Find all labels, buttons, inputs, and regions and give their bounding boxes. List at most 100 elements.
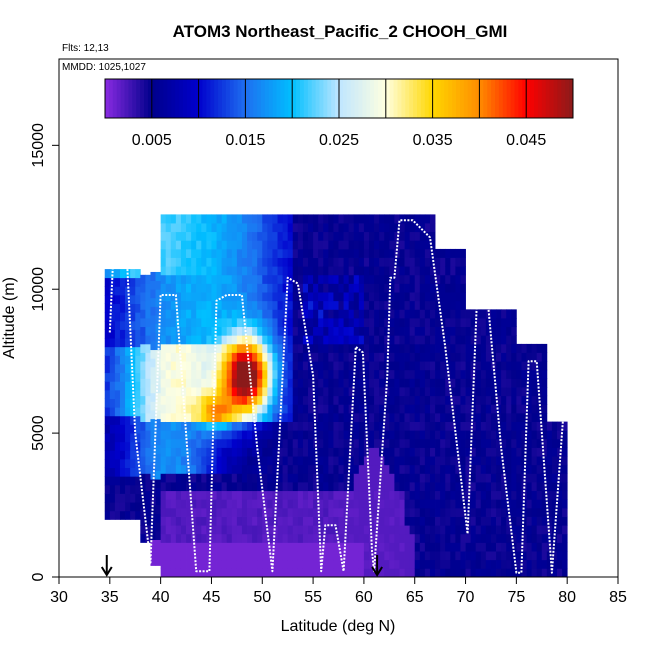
- heatmap-cell: [114, 398, 121, 408]
- heatmap-cell: [379, 283, 385, 293]
- heatmap-cell: [358, 456, 365, 466]
- heatmap-cell: [424, 283, 431, 293]
- heatmap-cell: [384, 568, 390, 577]
- heatmap-cell: [252, 283, 258, 293]
- heatmap-cell: [450, 335, 456, 345]
- heatmap-cell: [333, 490, 339, 500]
- heatmap-cell: [231, 430, 238, 440]
- heatmap-cell: [363, 404, 370, 414]
- heatmap-cell: [338, 266, 344, 276]
- heatmap-cell: [170, 456, 177, 466]
- colorbar-segment: [417, 79, 422, 118]
- heatmap-cell: [292, 248, 299, 258]
- heatmap-cell: [389, 361, 395, 371]
- heatmap-cell: [180, 231, 187, 241]
- heatmap-cell: [267, 404, 273, 414]
- heatmap-cell: [262, 447, 268, 457]
- heatmap-cell: [297, 266, 304, 276]
- heatmap-cell: [333, 551, 339, 561]
- heatmap-cell: [221, 525, 228, 535]
- heatmap-cell: [414, 300, 421, 310]
- heatmap-cell: [333, 240, 339, 250]
- heatmap-cell: [302, 335, 309, 345]
- heatmap-cell: [389, 456, 395, 466]
- heatmap-cell: [180, 361, 187, 371]
- heatmap-cell: [541, 378, 548, 388]
- heatmap-cell: [429, 387, 436, 397]
- heatmap-cell: [450, 551, 456, 561]
- heatmap-cell: [150, 375, 156, 385]
- heatmap-cell: [389, 214, 395, 224]
- heatmap-cell: [150, 539, 156, 549]
- heatmap-cell: [358, 352, 365, 362]
- heatmap-cell: [140, 490, 146, 500]
- heatmap-cell: [226, 464, 233, 474]
- heatmap-cell: [130, 312, 136, 322]
- heatmap-cell: [236, 292, 243, 302]
- heatmap-cell: [496, 352, 502, 362]
- heatmap-cell: [399, 223, 405, 233]
- heatmap-cell: [318, 464, 324, 474]
- heatmap-cell: [557, 473, 563, 483]
- heatmap-cell: [338, 378, 344, 388]
- heatmap-cell: [450, 274, 456, 284]
- heatmap-cell: [384, 507, 390, 517]
- heatmap-cell: [480, 551, 487, 561]
- heatmap-cell: [257, 447, 263, 457]
- heatmap-cell: [429, 378, 436, 388]
- heatmap-cell: [399, 266, 405, 276]
- heatmap-cell: [165, 214, 172, 224]
- heatmap-cell: [384, 223, 390, 233]
- heatmap-cell: [221, 231, 228, 241]
- heatmap-cell: [313, 214, 319, 224]
- heatmap-cell: [368, 395, 375, 405]
- heatmap-cell: [450, 369, 456, 379]
- heatmap-cell: [363, 343, 370, 353]
- heatmap-cell: [358, 292, 365, 302]
- heatmap-cell: [343, 352, 350, 362]
- heatmap-cell: [363, 551, 370, 561]
- heatmap-cell: [165, 361, 172, 371]
- heatmap-cell: [318, 343, 324, 353]
- heatmap-cell: [257, 300, 263, 310]
- heatmap-cell: [257, 559, 263, 569]
- heatmap-cell: [435, 318, 441, 328]
- heatmap-cell: [277, 283, 283, 293]
- heatmap-cell: [358, 516, 365, 526]
- heatmap-cell: [506, 568, 512, 577]
- heatmap-cell: [389, 283, 395, 293]
- heatmap-cell: [424, 223, 431, 233]
- heatmap-cell: [541, 542, 548, 552]
- heatmap-cell: [109, 398, 116, 408]
- heatmap-cell: [191, 231, 197, 241]
- heatmap-cell: [145, 421, 151, 431]
- heatmap-cell: [221, 516, 228, 526]
- heatmap-cell: [165, 464, 172, 474]
- heatmap-cell: [496, 395, 502, 405]
- heatmap-cell: [404, 464, 411, 474]
- colorbar-segment: [413, 79, 418, 118]
- heatmap-cell: [440, 292, 446, 302]
- heatmap-cell: [104, 329, 111, 339]
- heatmap-cell: [368, 369, 375, 379]
- heatmap-cell: [109, 364, 116, 374]
- heatmap-cell: [297, 516, 304, 526]
- heatmap-cell: [389, 266, 395, 276]
- heatmap-cell: [394, 378, 400, 388]
- heatmap-cell: [460, 395, 466, 405]
- colorbar-segment: [350, 79, 356, 118]
- heatmap-cell: [323, 352, 329, 362]
- heatmap-cell: [221, 248, 228, 258]
- heatmap-cell: [445, 404, 451, 414]
- heatmap-cell: [399, 300, 405, 310]
- heatmap-cell: [358, 335, 365, 345]
- heatmap-cell: [328, 447, 334, 457]
- heatmap-cell: [465, 507, 472, 517]
- heatmap-cell: [201, 223, 207, 233]
- heatmap-cell: [201, 499, 207, 509]
- heatmap-cell: [363, 490, 370, 500]
- heatmap-cell: [216, 378, 223, 388]
- heatmap-cell: [363, 240, 370, 250]
- heatmap-cell: [257, 482, 263, 492]
- heatmap-cell: [257, 223, 263, 233]
